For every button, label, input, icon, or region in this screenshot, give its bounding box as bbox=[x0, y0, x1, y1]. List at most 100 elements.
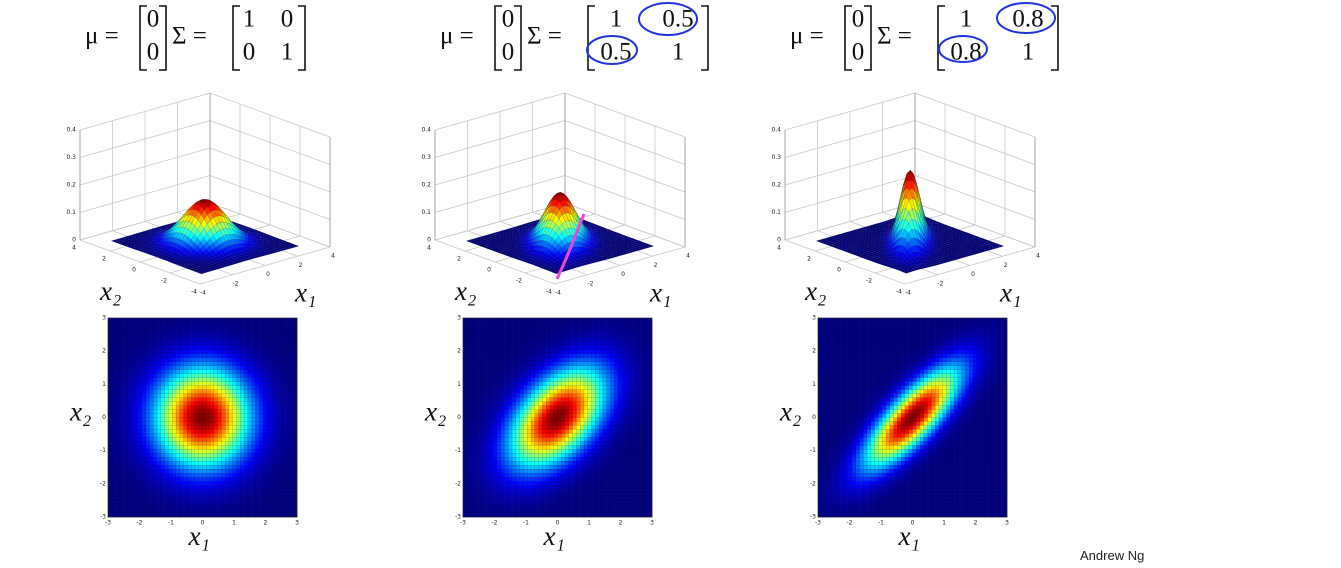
heatmap-cell bbox=[130, 425, 135, 430]
heatmap-cell bbox=[122, 481, 128, 486]
heatmap-cell bbox=[259, 469, 264, 474]
heatmap-cell bbox=[270, 441, 275, 446]
heatmap-cell bbox=[179, 353, 184, 359]
heatmap-cell bbox=[190, 441, 196, 446]
heatmap-cell bbox=[194, 496, 200, 502]
heatmap-cell bbox=[175, 393, 181, 398]
z-tick-label: 0.1 bbox=[421, 209, 431, 216]
heatmap-cell bbox=[187, 465, 192, 470]
heatmap-cell bbox=[251, 445, 256, 450]
heatmap-cell bbox=[462, 477, 468, 482]
heatmap-cell bbox=[160, 425, 166, 430]
heatmap-cell bbox=[225, 500, 230, 506]
heatmap-cell bbox=[232, 433, 237, 438]
heatmap-cell bbox=[190, 361, 196, 367]
heatmap-cell bbox=[138, 325, 143, 331]
heatmap-cell bbox=[496, 492, 502, 498]
heatmap-cell bbox=[289, 421, 294, 426]
heatmap-cell bbox=[213, 429, 218, 434]
heatmap-cell bbox=[221, 349, 226, 355]
heatmap-cell bbox=[164, 361, 169, 367]
heatmap-cell bbox=[187, 377, 192, 383]
heatmap-cell bbox=[213, 365, 218, 371]
heatmap-cell bbox=[485, 492, 490, 498]
heatmap-cell bbox=[160, 321, 166, 327]
heatmap-cell bbox=[281, 488, 287, 494]
z-tick-label: 0.1 bbox=[66, 209, 76, 216]
heatmap-cell bbox=[153, 473, 158, 478]
heatmap-cell bbox=[270, 500, 275, 506]
heatmap-cell bbox=[470, 345, 475, 351]
heatmap-cell bbox=[262, 469, 268, 474]
heatmap-cell bbox=[289, 405, 294, 410]
heatmap-cell bbox=[293, 477, 298, 482]
surface-patch bbox=[254, 243, 262, 246]
heatmap-cell bbox=[107, 445, 113, 450]
heatmap-cell bbox=[126, 345, 132, 351]
heatmap-cell bbox=[259, 488, 264, 494]
heatmap-cell bbox=[160, 397, 166, 402]
heatmap-cell bbox=[228, 341, 234, 347]
heatmap-cell bbox=[477, 321, 483, 327]
heatmap-cell bbox=[474, 457, 479, 462]
heatmap-cell bbox=[481, 381, 487, 387]
heatmap-cell bbox=[194, 401, 200, 406]
heatmap-cell bbox=[274, 397, 279, 402]
heatmap-cell bbox=[243, 445, 249, 450]
heatmap-cell bbox=[255, 441, 260, 446]
heatmap-cell bbox=[259, 500, 264, 506]
heatmap-cell bbox=[153, 345, 158, 351]
heatmap-cell bbox=[111, 417, 116, 422]
heatmap-cell bbox=[187, 337, 192, 343]
heatmap-cell bbox=[194, 345, 200, 351]
heatmap-cell bbox=[202, 361, 207, 367]
heatmap-cell bbox=[266, 341, 271, 347]
heatmap-cell bbox=[187, 461, 192, 466]
heatmap-cell bbox=[270, 321, 275, 327]
surface-patch bbox=[246, 227, 255, 230]
heatmap-cell bbox=[126, 413, 132, 418]
heatmap-cell bbox=[477, 449, 483, 454]
heatmap-cell bbox=[251, 425, 256, 430]
heatmap-cell bbox=[145, 461, 150, 466]
heatmap-cell bbox=[175, 329, 181, 335]
y-tick-label: 0 bbox=[102, 414, 106, 421]
x2-tick-label: -2 bbox=[161, 278, 167, 285]
heatmap-cell bbox=[134, 445, 139, 450]
heatmap-cell bbox=[225, 457, 230, 462]
heatmap-cell bbox=[247, 441, 253, 446]
heatmap-cell bbox=[153, 397, 158, 402]
bracket bbox=[298, 5, 306, 71]
heatmap-cell bbox=[160, 381, 166, 387]
heatmap-cell bbox=[156, 349, 162, 355]
heatmap-cell bbox=[474, 500, 479, 506]
heatmap-cell bbox=[172, 504, 177, 510]
heatmap-cell bbox=[470, 349, 475, 355]
heatmap-cell bbox=[115, 492, 120, 498]
x2-axis-label: x₂ bbox=[454, 276, 476, 306]
heatmap-cell bbox=[206, 425, 211, 430]
heatmap-cell bbox=[194, 373, 200, 379]
heatmap-cell bbox=[466, 500, 471, 506]
heatmap-cell bbox=[228, 425, 234, 430]
heatmap-cell bbox=[225, 329, 230, 335]
heatmap-cell bbox=[466, 369, 471, 375]
heatmap-cell bbox=[262, 341, 268, 347]
heatmap-cell bbox=[255, 504, 260, 510]
heatmap-cell bbox=[281, 465, 287, 470]
heatmap-cell bbox=[156, 353, 162, 359]
heatmap-cell bbox=[172, 461, 177, 466]
heatmap-cell bbox=[115, 361, 120, 367]
heatmap-cell bbox=[217, 409, 222, 414]
heatmap-cell bbox=[221, 484, 226, 490]
heatmap-cell bbox=[485, 401, 490, 406]
heatmap-cell bbox=[293, 508, 298, 514]
heatmap-cell bbox=[474, 389, 479, 394]
heatmap-cell bbox=[232, 469, 237, 474]
heatmap-cell bbox=[160, 365, 166, 371]
heatmap-cell bbox=[115, 457, 120, 462]
heatmap-cell bbox=[274, 425, 279, 430]
heatmap-cell bbox=[493, 429, 498, 434]
heatmap-cell bbox=[179, 377, 184, 383]
heatmap-cell bbox=[145, 457, 150, 462]
